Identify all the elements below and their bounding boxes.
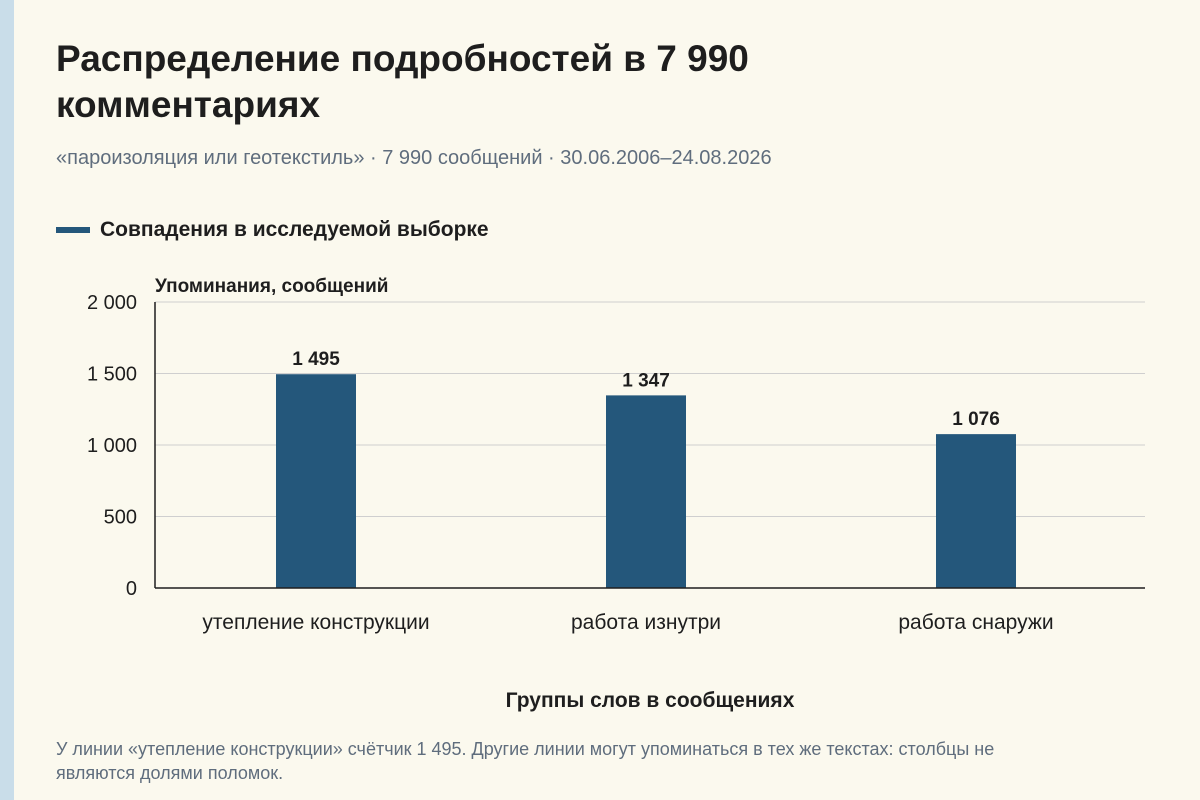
category-label: утепление конструкции <box>202 611 429 634</box>
bars <box>276 374 1016 588</box>
value-label: 1 076 <box>952 409 1000 430</box>
legend-swatch <box>56 227 90 233</box>
footnote: У линии «утепление конструкции» счётчик … <box>56 739 995 783</box>
y-tick-label: 1 000 <box>87 435 137 457</box>
x-axis-title: Группы слов в сообщениях <box>506 689 795 712</box>
y-tick-label: 500 <box>104 507 137 529</box>
chart-title: Распределение подробностей в 7 990 комме… <box>56 38 749 125</box>
bar <box>276 374 356 588</box>
y-axis-title: Упоминания, сообщений <box>155 276 388 297</box>
chart-subtitle: «пароизоляция или геотекстиль» · 7 990 с… <box>56 147 772 169</box>
y-tick-label: 2 000 <box>87 292 137 314</box>
legend-label: Совпадения в исследуемой выборке <box>100 218 489 241</box>
value-labels: 1 495 1 347 1 076 <box>292 349 1000 430</box>
accent-strip <box>0 0 14 800</box>
category-label: работа изнутри <box>571 611 721 634</box>
bar <box>936 434 1016 588</box>
legend: Совпадения в исследуемой выборке <box>56 218 489 242</box>
value-label: 1 495 <box>292 349 340 370</box>
value-label: 1 347 <box>622 370 670 391</box>
bar <box>606 395 686 588</box>
category-labels: утепление конструкции работа изнутри работ… <box>202 611 1053 634</box>
category-label: работа снаружи <box>898 611 1053 634</box>
y-tick-labels: 0 500 1 000 1 500 2 000 <box>87 292 137 600</box>
y-tick-label: 0 <box>126 578 137 600</box>
y-tick-label: 1 500 <box>87 364 137 386</box>
